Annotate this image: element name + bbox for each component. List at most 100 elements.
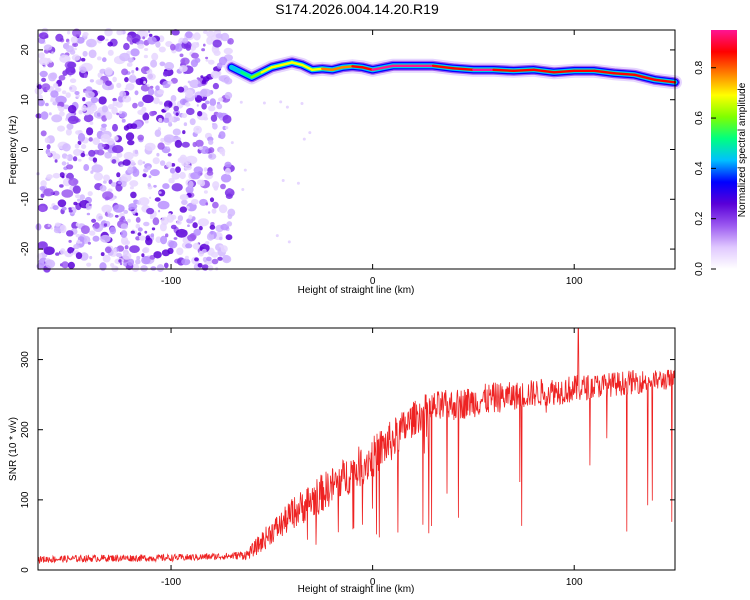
noise-speck: [167, 153, 172, 157]
noise-speck: [110, 182, 118, 187]
noise-speck: [112, 97, 117, 102]
noise-speck: [73, 148, 82, 156]
noise-speck: [39, 186, 46, 191]
noise-speck: [142, 173, 147, 178]
noise-speck: [103, 223, 108, 227]
y-tick-label: -20: [20, 241, 31, 256]
noise-speck: [86, 212, 91, 216]
noise-speck: [48, 112, 52, 116]
noise-speck: [192, 242, 200, 250]
y-tick-label: 200: [20, 421, 31, 438]
noise-speck: [190, 172, 201, 180]
noise-speck: [177, 215, 184, 222]
noise-speck: [124, 245, 129, 250]
noise-speck: [151, 52, 159, 61]
noise-speck: [97, 90, 100, 94]
noise-speck: [123, 42, 130, 51]
noise-speck: [171, 163, 176, 167]
noise-speck: [193, 166, 204, 174]
noise-speck: [139, 76, 148, 86]
noise-speck: [122, 159, 131, 166]
noise-speck: [197, 110, 203, 117]
noise-speck: [195, 139, 204, 148]
noise-speck: [186, 107, 195, 116]
noise-speck: [176, 247, 184, 256]
spectrogram-xlabel: Height of straight line (km): [298, 285, 415, 296]
noise-speck: [101, 123, 107, 128]
noise-speck: [137, 232, 142, 237]
noise-speck: [73, 243, 80, 250]
ridge-segment: [653, 78, 677, 84]
noise-speck: [212, 39, 222, 48]
noise-speck: [98, 215, 103, 220]
noise-speck: [113, 135, 119, 141]
noise-speck: [75, 130, 82, 135]
noise-speck: [170, 224, 177, 230]
noise-speck: [147, 83, 150, 87]
noise-speck: [44, 137, 50, 144]
noise-speck: [107, 209, 111, 214]
noise-speck: [223, 47, 233, 55]
noise-speck: [75, 252, 83, 260]
ridge-segment: [250, 71, 263, 79]
noise-speck: [146, 73, 156, 81]
ridge-segment: [270, 63, 284, 69]
noise-speck: [54, 222, 61, 227]
ridge-segment: [321, 67, 334, 72]
x-tick-label: 0: [370, 276, 376, 287]
noise-speck: [72, 185, 81, 194]
noise-speck: [120, 223, 128, 230]
noise-speck: [57, 125, 65, 132]
noise-speck: [149, 85, 154, 89]
snr-line-layer: [37, 327, 676, 565]
noise-speck: [40, 180, 47, 188]
noise-speck: [83, 164, 90, 171]
noise-speck: [170, 43, 176, 51]
y-tick-label: 0: [20, 146, 31, 152]
noise-speck: [130, 48, 140, 57]
noise-speck: [54, 159, 58, 163]
noise-speckle-layer: [34, 27, 312, 273]
noise-speck: [213, 185, 219, 191]
noise-speck: [38, 57, 50, 66]
noise-speck: [157, 89, 165, 95]
noise-speck: [219, 236, 223, 241]
y-tick-label: 20: [20, 44, 31, 56]
noise-speck: [164, 62, 175, 71]
noise-speck: [126, 34, 133, 42]
noise-speck: [201, 103, 207, 110]
noise-speck: [171, 29, 180, 36]
noise-speck: [212, 123, 218, 130]
noise-speck: [134, 149, 139, 155]
noise-speck: [225, 193, 233, 199]
noise-speck: [69, 49, 76, 55]
noise-speck: [145, 235, 151, 241]
noise-speck: [210, 70, 220, 79]
noise-speck: [147, 36, 157, 45]
noise-speck: [210, 114, 218, 123]
noise-speck: [197, 179, 203, 185]
colorbar-tick-label: 0.0: [694, 262, 705, 276]
noise-speck: [102, 57, 107, 63]
noise-speck: [199, 88, 212, 98]
noise-speck: [80, 152, 86, 158]
noise-speck: [149, 111, 156, 117]
noise-speck: [208, 105, 216, 112]
noise-speck: [124, 240, 130, 246]
noise-speck: [212, 201, 219, 209]
noise-speck: [168, 240, 178, 249]
noise-speck: [48, 72, 57, 82]
noise-speck: [43, 246, 55, 255]
noise-speck: [186, 206, 190, 210]
noise-speck: [201, 264, 209, 271]
noise-speck: [300, 102, 304, 105]
noise-speck: [123, 209, 129, 214]
noise-speck: [163, 85, 165, 88]
noise-speck: [157, 142, 165, 150]
noise-speck: [153, 251, 162, 259]
noise-speck: [49, 206, 54, 210]
noise-speck: [82, 97, 86, 102]
ridge-segment: [300, 63, 314, 72]
x-tick-label: 100: [566, 276, 583, 287]
